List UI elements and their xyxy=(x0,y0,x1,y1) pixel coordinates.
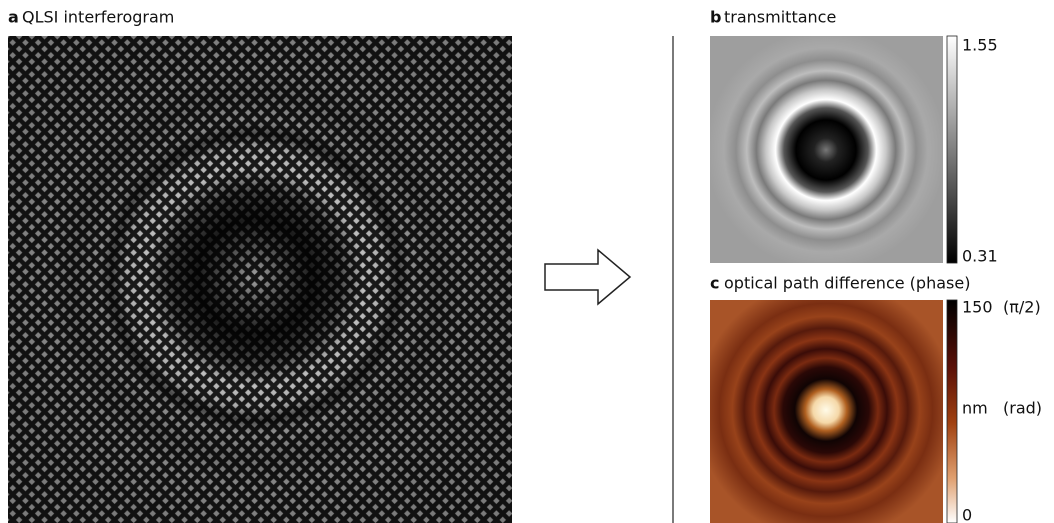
panel-letter: b xyxy=(710,8,721,27)
colorbar-label: (π/2) xyxy=(1003,298,1041,317)
colorbar-label: nm xyxy=(962,399,988,418)
opd-image xyxy=(710,300,943,523)
interferogram-rings xyxy=(8,36,512,523)
colorbar-label: 150 xyxy=(962,298,993,317)
panel-title: transmittance xyxy=(724,8,836,27)
panel-title: QLSI interferogram xyxy=(22,8,174,27)
page: a QLSI interferogram b transmittance 1.5… xyxy=(0,0,1054,523)
arrow xyxy=(545,250,630,304)
colorbar xyxy=(947,300,957,523)
colorbar-label: 0 xyxy=(962,506,972,523)
figure: a QLSI interferogram b transmittance 1.5… xyxy=(0,0,1054,523)
colorbar-label: 1.55 xyxy=(962,36,998,55)
panel-title: optical path difference (phase) xyxy=(724,274,970,293)
transmittance-image xyxy=(710,36,943,263)
colorbar xyxy=(947,36,957,263)
panel-letter: c xyxy=(710,274,719,293)
colorbar-label: (rad) xyxy=(1003,399,1042,418)
panel-letter: a xyxy=(8,8,19,27)
colorbar-label: 0.31 xyxy=(962,247,998,266)
